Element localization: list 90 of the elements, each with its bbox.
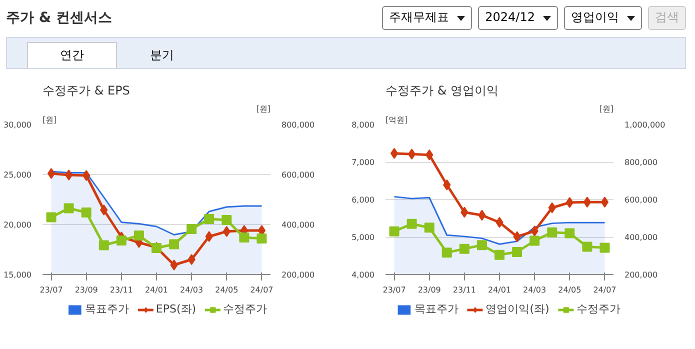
x-tick-label: 23/09	[418, 286, 441, 294]
chart-title: 수정주가 & EPS	[42, 84, 130, 98]
x-tick-label: 24/01	[144, 286, 168, 294]
point	[82, 170, 90, 181]
point	[170, 260, 178, 270]
y2-tick-label: 600,000	[624, 196, 658, 204]
legend-label: EPS(좌)	[156, 302, 196, 316]
y-tick-label: 15,000	[4, 270, 32, 280]
x-tick-label: 24/07	[593, 286, 616, 294]
y-tick-label: 7,000	[352, 158, 375, 167]
point	[239, 232, 250, 242]
y-tick-label: 6,000	[352, 196, 375, 204]
point	[186, 224, 197, 234]
point	[424, 222, 434, 233]
x-tick-label: 23/11	[452, 286, 476, 294]
point	[582, 242, 592, 252]
x-tick-label: 24/03	[523, 286, 546, 294]
chart-title: 수정주가 & 영업이익	[386, 84, 498, 98]
point	[47, 168, 56, 179]
point	[583, 196, 592, 208]
point	[564, 228, 575, 238]
text: 영업이익	[564, 6, 642, 30]
point	[547, 227, 558, 238]
point	[390, 148, 398, 159]
point	[256, 234, 267, 244]
y2-tick-label: 800,000	[624, 158, 658, 167]
point	[600, 196, 609, 208]
x-tick-label: 23/07	[382, 286, 406, 294]
point	[512, 247, 522, 257]
y-tick-label: 5,000	[352, 233, 375, 242]
legend-label: 수정주가	[223, 302, 268, 316]
point	[46, 212, 56, 222]
y-axis-title: [억원]	[386, 116, 408, 124]
point	[188, 254, 196, 265]
point	[566, 197, 574, 208]
y-tick-label: 8,000	[352, 120, 375, 130]
y2-tick-label: 800,000	[282, 120, 315, 130]
point	[442, 248, 452, 258]
point	[459, 244, 470, 254]
text: 연간	[27, 42, 117, 68]
y-tick-label: 4,000	[352, 270, 375, 280]
legend-label: 목표주가	[414, 302, 459, 316]
y2-tick-label: 1,000,000	[624, 120, 666, 130]
text: 주가 & 컨센서스	[6, 9, 112, 28]
point	[222, 215, 232, 225]
x-tick-label: 23/07	[40, 286, 63, 294]
legend-label: 수정주가	[576, 302, 620, 316]
point	[81, 208, 92, 218]
point	[222, 226, 230, 237]
point	[205, 231, 213, 242]
x-tick-label: 23/09	[74, 286, 98, 294]
x-tick-label: 23/11	[110, 286, 133, 294]
y2-tick-label: 600,000	[282, 170, 315, 180]
y2-axis-title: [원]	[256, 104, 271, 114]
point	[408, 148, 416, 160]
point	[134, 230, 144, 240]
point	[530, 236, 540, 246]
y-tick-label: 20,000	[4, 220, 32, 230]
y2-tick-label: 200,000	[282, 270, 315, 280]
point	[169, 239, 180, 250]
y-axis-title: [원]	[42, 116, 57, 124]
x-tick-label: 24/03	[180, 286, 204, 294]
y2-axis-title: [원]	[599, 104, 614, 114]
text: 2024/12	[478, 6, 558, 30]
point	[204, 214, 214, 224]
legend-label: 목표주가	[84, 302, 129, 316]
text: 주재무제표	[382, 6, 472, 30]
point	[64, 203, 74, 214]
point	[406, 218, 417, 229]
y-tick-label: 25,000	[4, 170, 32, 180]
legend-label: 영업이익(좌)	[486, 302, 550, 316]
point	[389, 226, 400, 236]
point	[494, 250, 504, 260]
x-tick-label: 24/07	[250, 286, 274, 294]
x-tick-label: 24/05	[215, 286, 238, 294]
y2-tick-label: 400,000	[282, 220, 315, 230]
point	[116, 236, 126, 246]
x-tick-label: 24/05	[558, 286, 582, 294]
y2-tick-label: 200,000	[624, 270, 658, 280]
point	[64, 170, 73, 180]
y-tick-label: 30,000	[4, 120, 32, 130]
point	[530, 226, 538, 236]
y2-tick-label: 400,000	[624, 233, 658, 242]
x-tick-label: 24/01	[488, 286, 512, 294]
point	[476, 240, 487, 250]
point	[600, 242, 610, 253]
text: 검색	[648, 6, 686, 30]
point	[100, 204, 108, 216]
point	[98, 240, 109, 250]
text: 분기	[149, 47, 175, 64]
